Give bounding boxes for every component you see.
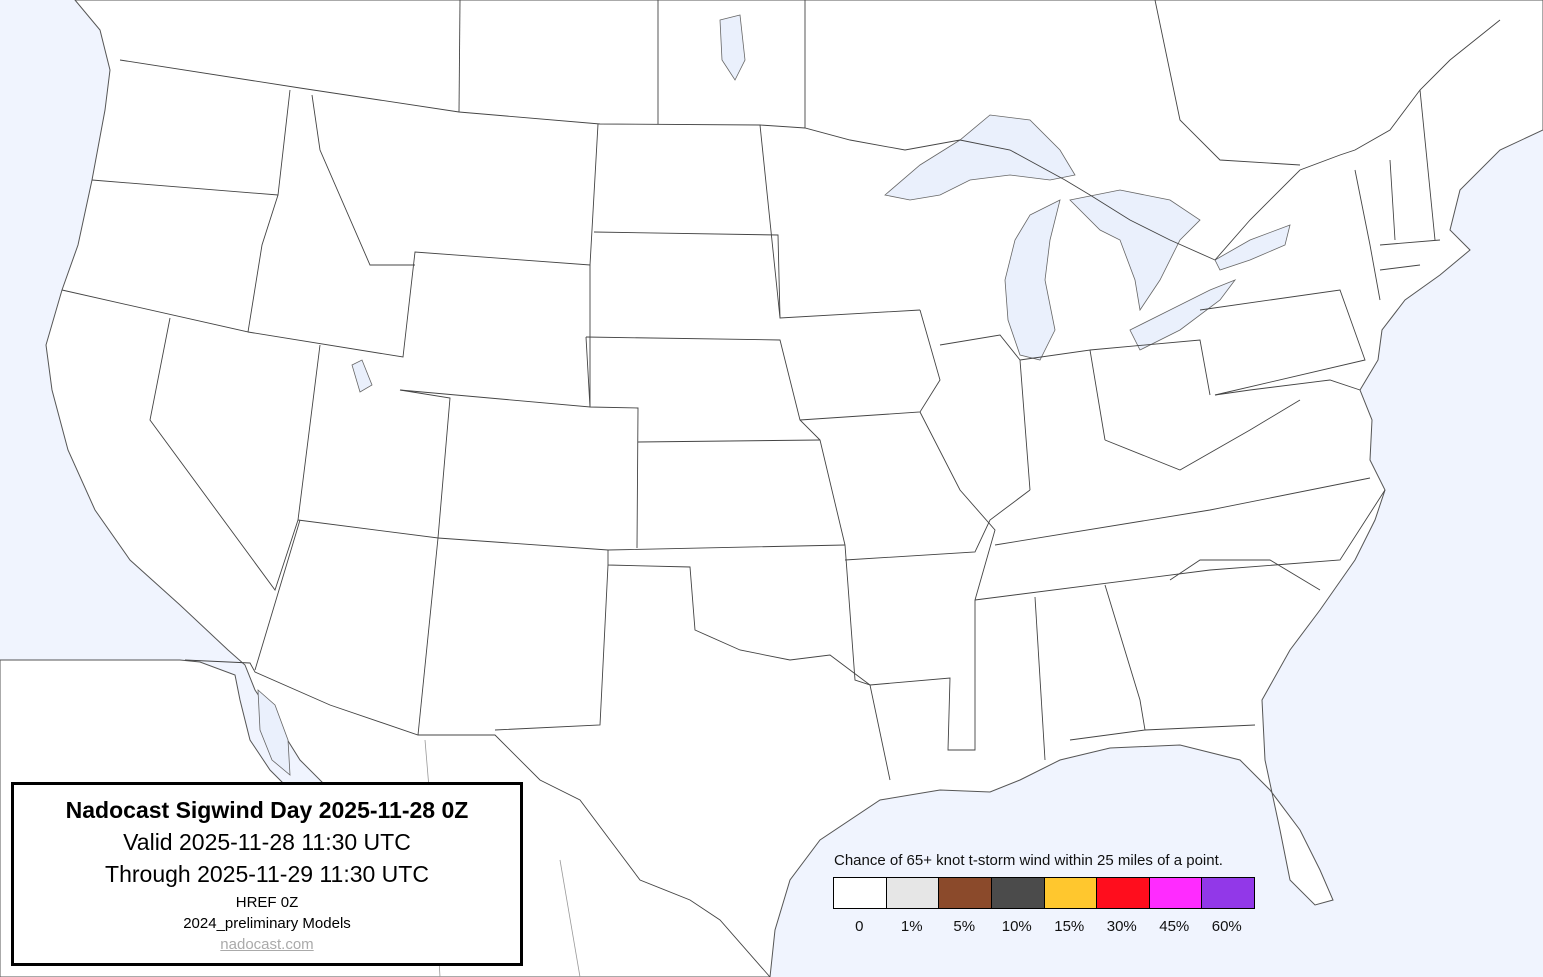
lake-ontario <box>1214 224 1291 271</box>
lake-michigan <box>1004 199 1061 361</box>
legend-swatch <box>1044 878 1098 908</box>
title-box: Nadocast Sigwind Day 2025-11-28 0Z Valid… <box>11 782 523 966</box>
legend-label: 0 <box>855 918 864 935</box>
legend-label: 5% <box>953 918 976 935</box>
valid-time: Valid 2025-11-28 11:30 UTC <box>123 829 411 855</box>
legend-label: 30% <box>1106 918 1137 935</box>
legend-swatch <box>1202 878 1254 908</box>
legend-labels: 0 1% 5% 10% 15% 30% 45% 60% <box>833 918 1253 935</box>
legend-title: Chance of 65+ knot t-storm wind within 2… <box>834 852 1223 869</box>
great-salt-lake <box>351 359 373 393</box>
legend-swatch <box>834 878 887 908</box>
gulf-of-california <box>257 689 291 776</box>
legend-label: 45% <box>1159 918 1190 935</box>
map-title: Nadocast Sigwind Day 2025-11-28 0Z <box>65 797 469 823</box>
lake-huron <box>1069 189 1201 312</box>
models-version: 2024_preliminary Models <box>183 915 351 932</box>
legend-swatch <box>886 878 940 908</box>
through-time: Through 2025-11-29 11:30 UTC <box>105 861 429 887</box>
mexico-border <box>184 659 771 977</box>
model-run: HREF 0Z <box>235 894 299 911</box>
lake-winnipeg <box>719 14 746 81</box>
nadocast-link[interactable]: nadocast.com <box>220 936 314 953</box>
canada-border <box>119 19 1501 261</box>
legend-label: 60% <box>1211 918 1242 935</box>
mexico-state-lines-2 <box>559 859 581 977</box>
legend-swatch <box>1149 878 1203 908</box>
lake-erie <box>1129 279 1237 351</box>
legend-label: 10% <box>1001 918 1032 935</box>
legend-label: 1% <box>900 918 923 935</box>
state-borders <box>61 0 1441 781</box>
legend-swatch <box>1097 878 1150 908</box>
legend-swatch <box>939 878 992 908</box>
legend-swatch <box>991 878 1045 908</box>
probability-legend: Chance of 65+ knot t-storm wind within 2… <box>833 852 1255 935</box>
legend-swatches <box>833 877 1255 909</box>
legend-label: 15% <box>1054 918 1085 935</box>
